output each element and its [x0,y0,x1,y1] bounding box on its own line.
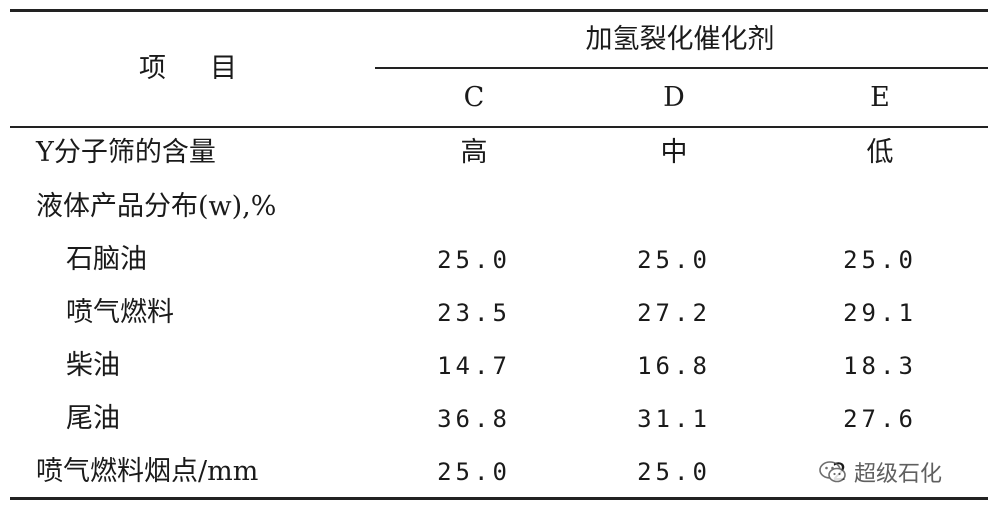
column-header-e: E [870,82,890,113]
wechat-icon [819,461,846,483]
item-header-part1: 项 [139,53,166,84]
watermark: 超级石化 [818,456,968,488]
cell-value: 25.0 [437,246,511,274]
group-header: 加氢裂化催化剂 [585,24,775,55]
row-label: 柴油 [66,350,120,381]
item-column-header: 项目 [139,55,237,82]
cell-value: 36.8 [437,405,511,433]
cell-value: 低 [866,137,894,168]
cell-value: 高 [460,137,488,168]
watermark-text: 超级石化 [854,462,943,487]
cell-value: 中 [660,137,688,168]
header-rule [10,126,988,128]
cell-value: 25.0 [637,458,711,486]
cell-value: 23.5 [437,299,511,327]
group-header-rule [375,67,988,69]
row-label: Y分子筛的含量 [36,137,216,168]
cell-value: 25.0 [637,246,711,274]
row-label: 喷气燃料烟点/mm [36,456,259,487]
row-label: 液体产品分布(w),% [36,191,277,222]
cell-value: 27.2 [637,299,711,327]
item-header-part2: 目 [210,53,237,84]
column-header-d: D [663,82,685,113]
cell-value: 27.6 [843,405,917,433]
cell-value: 18.3 [843,352,917,380]
cell-value: 29.1 [843,299,917,327]
cell-value: 25.0 [437,458,511,486]
top-rule [10,9,988,12]
cell-value: 25.0 [843,246,917,274]
row-label: 石脑油 [66,244,147,275]
bottom-rule [10,497,988,500]
row-label: 喷气燃料 [66,297,174,328]
column-header-c: C [463,82,485,113]
cell-value: 31.1 [637,405,711,433]
row-label: 尾油 [66,403,120,434]
cell-value: 16.8 [637,352,711,380]
cell-value: 14.7 [437,352,511,380]
